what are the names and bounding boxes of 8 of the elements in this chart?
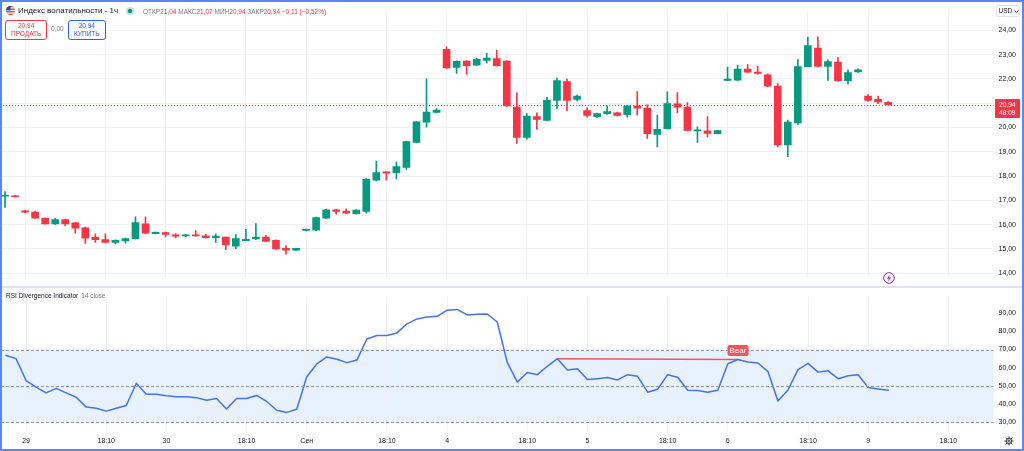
candlestick — [653, 114, 662, 148]
series-label: Bear — [727, 344, 749, 356]
chart-title: Индекс волатильности - 1ч — [18, 6, 119, 15]
candlestick — [824, 59, 832, 81]
candlestick — [191, 230, 200, 237]
candlestick — [533, 112, 541, 130]
candlestick — [2, 191, 9, 208]
candlestick — [242, 228, 250, 242]
